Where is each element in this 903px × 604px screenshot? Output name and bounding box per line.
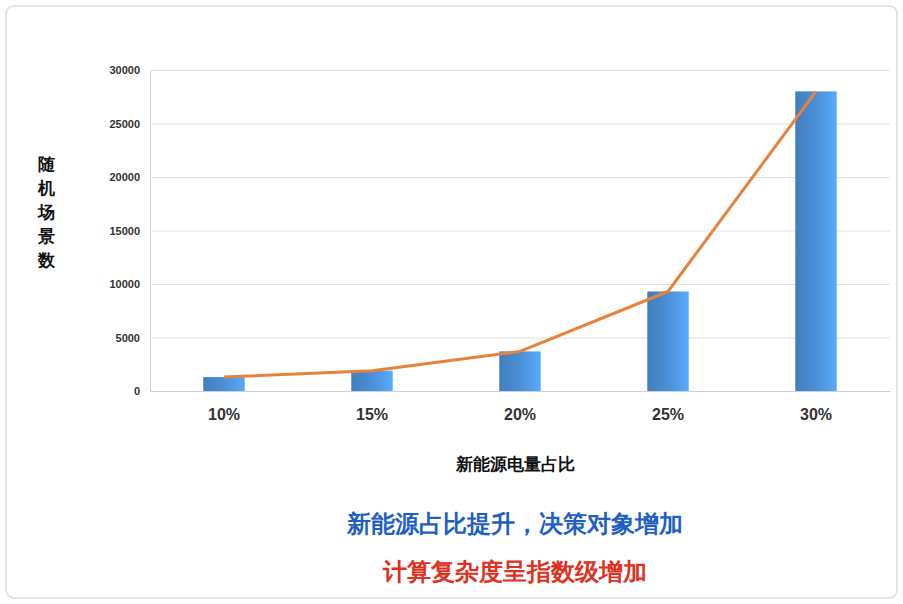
x-tick-label: 15% bbox=[356, 406, 388, 423]
bar bbox=[647, 291, 688, 391]
bar bbox=[499, 351, 540, 391]
y-tick: 30000 bbox=[109, 64, 890, 76]
y-tick: 25000 bbox=[109, 118, 890, 130]
bar bbox=[351, 371, 392, 391]
y-tick-label: 15000 bbox=[109, 225, 140, 237]
y-tick-label: 5000 bbox=[116, 332, 140, 344]
grid-line bbox=[150, 70, 890, 71]
grid-line bbox=[150, 284, 890, 285]
x-tick: 30% bbox=[800, 391, 832, 423]
y-tick: 5000 bbox=[116, 332, 890, 344]
y-tick-label: 10000 bbox=[109, 278, 140, 290]
y-tick-label: 0 bbox=[134, 385, 140, 397]
x-axis-line bbox=[151, 391, 891, 392]
grid-line bbox=[150, 391, 890, 392]
grid-line bbox=[150, 124, 890, 125]
x-tick: 10% bbox=[208, 391, 240, 423]
x-tick: 20% bbox=[504, 391, 536, 423]
bar bbox=[203, 377, 244, 391]
chart: 0 5000 10000 15000 20000 25000 30000 10% 15% 20% 2… bbox=[0, 0, 903, 604]
frame bbox=[6, 6, 897, 598]
x-tick: 25% bbox=[652, 391, 684, 423]
x-tick-label: 30% bbox=[800, 406, 832, 423]
grid-line bbox=[150, 177, 890, 178]
y-tick: 20000 bbox=[109, 171, 890, 183]
annotation: 计算复杂度呈指数级增加 bbox=[382, 558, 647, 586]
x-axis: 10% 15% 20% 25% 30% bbox=[151, 391, 891, 423]
x-tick: 15% bbox=[356, 391, 388, 423]
grid-line bbox=[150, 231, 890, 232]
plot-marks bbox=[203, 91, 836, 391]
y-axis-title: 随机场景数 bbox=[37, 154, 56, 270]
y-tick-label: 25000 bbox=[109, 118, 140, 130]
x-tick-label: 20% bbox=[504, 406, 536, 423]
x-tick-label: 10% bbox=[208, 406, 240, 423]
x-axis-title: 新能源电量占比 bbox=[455, 454, 575, 474]
y-tick: 10000 bbox=[109, 278, 890, 290]
bar bbox=[795, 91, 836, 391]
trend-line bbox=[224, 91, 816, 377]
y-tick-label: 20000 bbox=[109, 171, 140, 183]
y-tick-label: 30000 bbox=[109, 64, 140, 76]
grid-line bbox=[150, 338, 890, 339]
x-tick-label: 25% bbox=[652, 406, 684, 423]
y-tick: 15000 bbox=[109, 225, 890, 237]
y-axis: 0 5000 10000 15000 20000 25000 30000 bbox=[109, 64, 890, 397]
annotation: 新能源占比提升，决策对象增加 bbox=[346, 510, 683, 538]
